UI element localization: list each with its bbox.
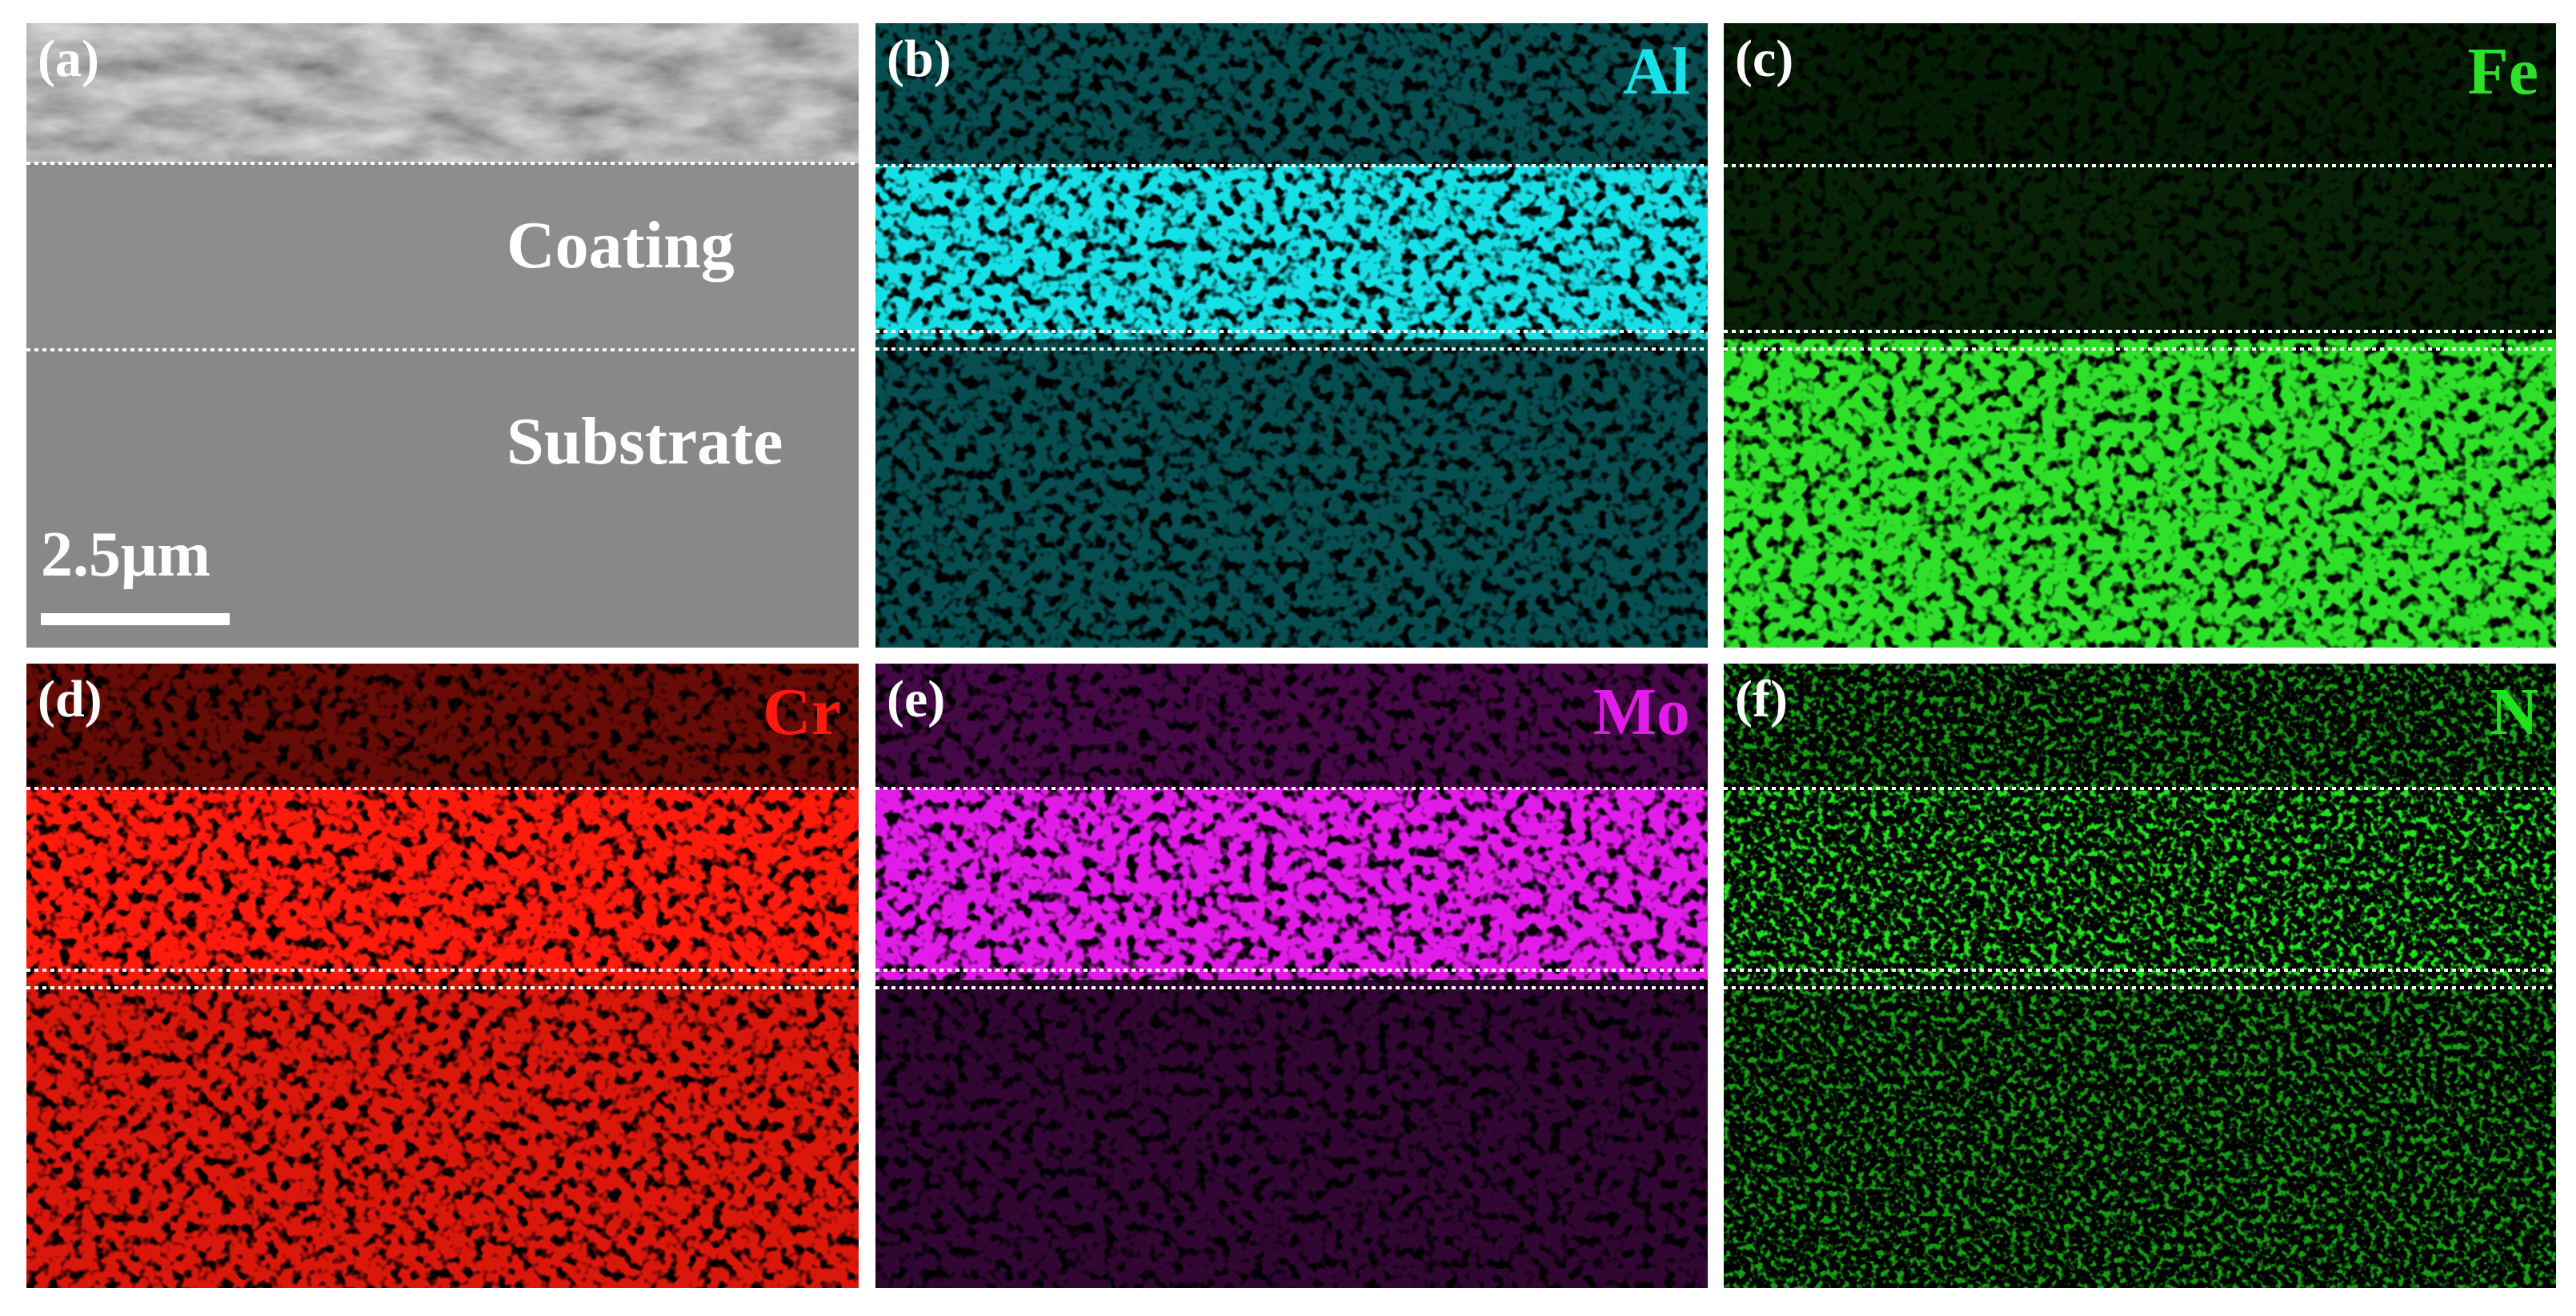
- panel-label: (e): [887, 670, 945, 728]
- map-top: [26, 664, 859, 788]
- element-label: Fe: [2467, 34, 2538, 109]
- sem-coating: [26, 166, 859, 348]
- map-top: [1724, 664, 2556, 788]
- map-substrate: [1724, 980, 2556, 1288]
- map-substrate: [875, 980, 1708, 1288]
- element-label: Mo: [1593, 675, 1690, 749]
- panel-image: Fe (c): [1724, 23, 2556, 648]
- annotation: Coating: [507, 208, 735, 283]
- map-substrate: [875, 339, 1708, 648]
- map-top: [875, 664, 1708, 788]
- panel-label: (f): [1735, 670, 1788, 728]
- panel: Mo (e): [875, 664, 1708, 1288]
- map-top: [1724, 23, 2556, 166]
- sem-top: [26, 23, 859, 163]
- panel: Coating Substrate 2.5μm (a): [26, 23, 859, 648]
- annotation: Substrate: [507, 404, 783, 479]
- panel-label: (d): [38, 670, 102, 728]
- element-label: N: [2490, 675, 2538, 749]
- element-label: Cr: [763, 675, 841, 749]
- panel: N (f): [1724, 664, 2556, 1288]
- panel: Cr (d): [26, 664, 859, 1288]
- panel-label: (c): [1735, 30, 1793, 88]
- map-substrate: [1724, 339, 2556, 648]
- map-coating: [875, 166, 1708, 339]
- panel: Fe (c): [1724, 23, 2556, 648]
- map-coating: [1724, 788, 2556, 980]
- scale-bar-label: 2.5μm: [41, 520, 210, 590]
- map-coating: [26, 788, 859, 980]
- panel-image: Al (b): [875, 23, 1708, 648]
- panel-label: (b): [887, 30, 951, 88]
- panel: Al (b): [875, 23, 1708, 648]
- map-coating: [875, 788, 1708, 980]
- scale-bar: [41, 613, 230, 625]
- element-label: Al: [1623, 34, 1690, 109]
- map-coating: [1724, 166, 2556, 339]
- panel-image: Cr (d): [26, 664, 859, 1288]
- panel-image: Coating Substrate 2.5μm (a): [26, 23, 859, 648]
- panel-image: Mo (e): [875, 664, 1708, 1288]
- map-substrate: [26, 980, 859, 1288]
- panel-image: N (f): [1724, 664, 2556, 1288]
- map-top: [875, 23, 1708, 166]
- panel-label: (a): [38, 30, 99, 88]
